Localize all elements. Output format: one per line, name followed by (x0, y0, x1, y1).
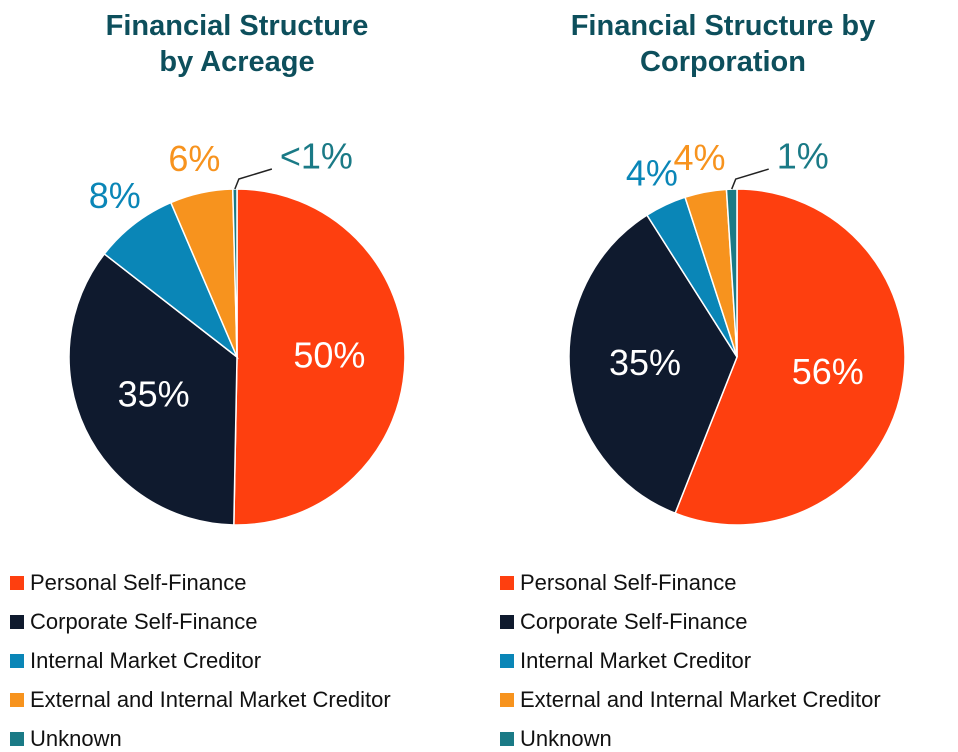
legend-swatch (500, 615, 514, 629)
legend-label: Corporate Self-Finance (30, 609, 257, 634)
pie-slice (674, 188, 906, 526)
legend-swatch (500, 576, 514, 590)
legend-swatch (500, 654, 514, 668)
data-label: 4% (626, 153, 678, 194)
legend-swatch (10, 576, 24, 590)
leader-line (731, 168, 769, 190)
data-label: 1% (777, 136, 829, 177)
legend-swatch (10, 615, 24, 629)
pie-slice (725, 188, 738, 358)
data-label: 35% (118, 373, 190, 414)
legend-label: External and Internal Market Creditor (30, 687, 391, 712)
legend-swatch (500, 693, 514, 707)
legend-swatch (10, 654, 24, 668)
leader-line (234, 168, 273, 190)
legend-swatch (10, 732, 24, 746)
pie-slice (68, 252, 238, 526)
legend-label: Personal Self-Finance (30, 570, 246, 595)
chart-title: Financial Structure by Corporation (570, 10, 876, 78)
legend-label: External and Internal Market Creditor (520, 687, 881, 712)
legend-label: Corporate Self-Finance (520, 609, 747, 634)
legend-swatch (500, 732, 514, 746)
chart-title: Financial Structure by Acreage (105, 10, 369, 78)
legend-label: Internal Market Creditor (30, 648, 261, 673)
data-label: 6% (168, 138, 220, 179)
data-label: 4% (674, 137, 726, 178)
pie-slice (231, 188, 238, 358)
data-label: 56% (792, 351, 864, 392)
legend-label: Unknown (30, 726, 122, 751)
data-label: <1% (280, 136, 353, 177)
legend-label: Personal Self-Finance (520, 570, 736, 595)
data-label: 8% (89, 175, 141, 216)
data-label: 50% (293, 334, 365, 375)
data-label: 35% (609, 342, 681, 383)
pie-slice (568, 214, 738, 515)
pie-slice (233, 188, 406, 526)
legend-label: Internal Market Creditor (520, 648, 751, 673)
legend-label: Unknown (520, 726, 612, 751)
legend-swatch (10, 693, 24, 707)
